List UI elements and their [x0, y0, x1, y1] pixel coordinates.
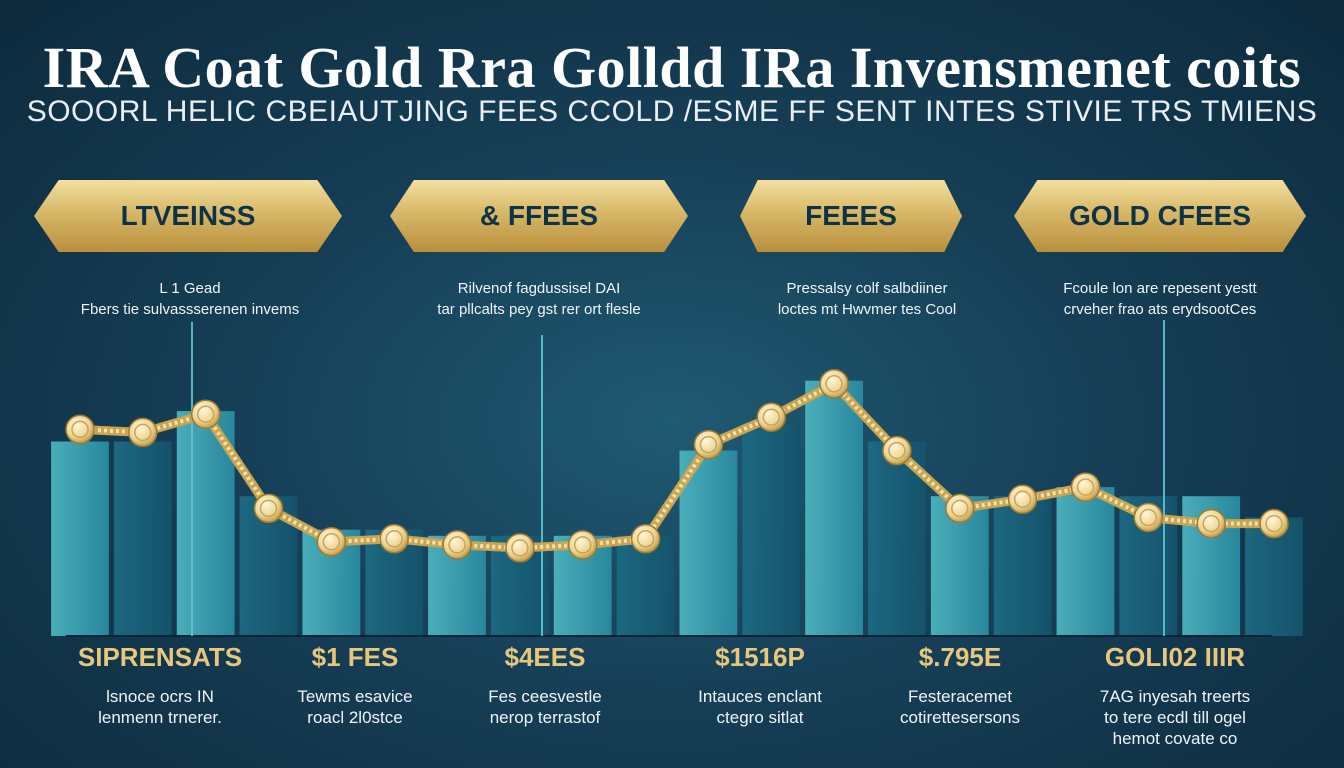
- cost-note-4-line2: ctegro sitlat: [716, 708, 804, 727]
- cost-label-5: $.795E: [918, 642, 1002, 672]
- cost-label-3: $4EES: [504, 642, 586, 672]
- banner-3: FEEES: [740, 180, 962, 252]
- description-1: L 1 Gead Fbers tie sulvassserenen invems: [40, 278, 340, 320]
- data-point: [1196, 508, 1226, 539]
- data-point: [693, 429, 724, 460]
- banner-2: & FFEES: [390, 180, 688, 252]
- data-point: [65, 414, 95, 445]
- data-point: [567, 530, 598, 560]
- data-point: [128, 417, 158, 448]
- data-point-inner: [573, 536, 592, 554]
- bar: [742, 423, 801, 636]
- description-1-line2: Fbers tie sulvassserenen invems: [80, 301, 300, 318]
- data-point: [1133, 502, 1164, 533]
- description-4-line1: Fcoule lon are repesent yestt: [1063, 280, 1257, 297]
- cost-note-6-line1: 7AG inyesah treerts: [1099, 687, 1251, 706]
- data-point-inner: [825, 375, 843, 393]
- banner-4: GOLD CFEES: [1014, 180, 1306, 252]
- banner-2-label: & FFEES: [479, 200, 599, 231]
- data-point-inner: [1202, 514, 1220, 533]
- description-1-line1: L 1 Gead: [159, 280, 221, 297]
- banner-1: LTVEINSS: [34, 180, 342, 252]
- data-point: [945, 493, 975, 524]
- cost-note-1: lsnoce ocrs IN lenmenn trnerer.: [50, 686, 270, 728]
- description-3: Pressalsy colf salbdiiner loctes mt Hwvm…: [712, 278, 1022, 320]
- data-point: [1259, 508, 1289, 539]
- data-point-inner: [636, 530, 655, 548]
- description-2-line2: tar pllcalts pey gst rer ort flesle: [437, 301, 641, 318]
- bar: [1056, 487, 1115, 636]
- cost-label-2: $1 FES: [311, 642, 399, 672]
- data-point-inner: [322, 533, 341, 551]
- bar: [993, 496, 1052, 636]
- bar: [113, 441, 172, 636]
- cost-note-2: Tewms esavice roacl 2l0stce: [270, 686, 440, 728]
- data-point: [756, 402, 787, 432]
- data-point-inner: [385, 530, 403, 548]
- page-title: IRA Coat Gold Rra Golldd IRa Invensmenet…: [42, 35, 1302, 100]
- data-point: [316, 527, 347, 557]
- data-point: [379, 524, 409, 554]
- cost-note-5-line1: Festeracemet: [908, 687, 1012, 706]
- cost-note-1-line1: lsnoce ocrs IN: [106, 687, 214, 706]
- description-4-line2: crveher frao ats erydsootCes: [1063, 301, 1257, 318]
- data-point: [819, 369, 849, 399]
- cost-note-6-line2: to tere ecdl till ogel: [1104, 708, 1246, 727]
- page-subtitle: SOOORL HELIC CBEIAUTJING FEES CCOLD /ESM…: [26, 95, 1318, 128]
- data-point: [882, 435, 912, 466]
- cost-note-5-line2: cotirettesersons: [900, 708, 1020, 727]
- data-point-inner: [951, 499, 969, 518]
- description-2-line1: Rilvenof fagdussisel DAI: [457, 280, 621, 297]
- data-point-inner: [511, 539, 529, 557]
- data-point: [630, 524, 661, 554]
- data-point-inner: [71, 420, 89, 439]
- data-point-inner: [1139, 508, 1158, 527]
- data-point: [253, 493, 284, 524]
- cost-note-1-line2: lenmenn trnerer.: [98, 708, 222, 727]
- data-point-inner: [259, 499, 278, 518]
- cost-note-3-line1: Fes ceesvestle: [488, 687, 602, 706]
- cost-note-5: Festeracemet cotirettesersons: [870, 686, 1050, 728]
- cost-label-1: SIPRENSATS: [77, 642, 243, 672]
- bar: [51, 441, 109, 636]
- cost-note-4: Intauces enclant ctegro sitlat: [670, 686, 850, 728]
- banner-4-label: GOLD CFEES: [1068, 200, 1251, 231]
- data-point: [1007, 484, 1038, 515]
- data-point: [1070, 472, 1101, 502]
- description-2: Rilvenof fagdussisel DAI tar pllcalts pe…: [390, 278, 688, 320]
- data-point-inner: [762, 408, 781, 426]
- description-3-line2: loctes mt Hwvmer tes Cool: [777, 301, 957, 318]
- banner-3-label: FEEES: [805, 200, 897, 231]
- data-point-inner: [196, 405, 215, 423]
- data-point-inner: [134, 423, 152, 442]
- description-3-line1: Pressalsy colf salbdiiner: [786, 280, 948, 297]
- cost-note-2-line1: Tewms esavice: [297, 687, 413, 706]
- cost-note-6-line3: hemot covate co: [1112, 729, 1238, 748]
- data-point: [190, 399, 221, 429]
- data-point-inner: [699, 435, 718, 454]
- banner-1-label: LTVEINSS: [120, 200, 256, 231]
- data-point: [505, 533, 535, 563]
- data-point-inner: [1076, 478, 1095, 496]
- cost-note-6: 7AG inyesah treerts to tere ecdl till og…: [1070, 686, 1280, 749]
- data-point-inner: [448, 536, 466, 554]
- cost-note-4-line1: Intauces enclant: [698, 687, 822, 706]
- cost-note-3-line2: nerop terrastof: [489, 708, 601, 727]
- description-4: Fcoule lon are repesent yestt crveher fr…: [1010, 278, 1310, 320]
- data-point-inner: [1013, 490, 1032, 509]
- cost-note-3: Fes ceesvestle nerop terrastof: [460, 686, 630, 728]
- bar: [805, 380, 863, 636]
- cost-label-6: GOLI02 IIIR: [1104, 642, 1246, 672]
- data-point-inner: [888, 441, 906, 460]
- cost-note-2-line2: roacl 2l0stce: [307, 708, 403, 727]
- data-point-inner: [1265, 514, 1283, 533]
- cost-label-4: $1516P: [715, 642, 805, 672]
- data-point: [442, 530, 472, 560]
